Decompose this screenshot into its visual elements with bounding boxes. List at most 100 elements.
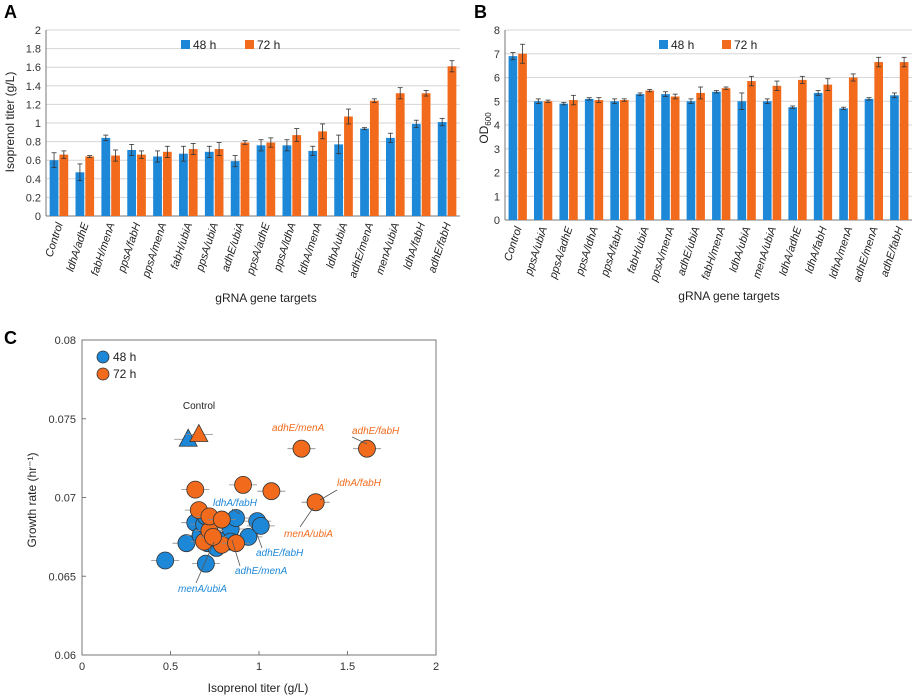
chart-a-bar-48h bbox=[386, 137, 395, 216]
chart-a-bar-72h bbox=[395, 93, 405, 216]
chart-b-bar-48h bbox=[584, 98, 594, 220]
legend-b-72h-label: 72 h bbox=[734, 38, 757, 52]
chart-a-ytick-label: 1.4 bbox=[26, 81, 41, 93]
chart-b-bar-72h bbox=[645, 90, 655, 220]
chart-b-bar-48h bbox=[890, 95, 899, 220]
chart-b-bar-72h bbox=[721, 88, 731, 220]
chart-b-bar-72h bbox=[899, 62, 909, 220]
chart-a-isoprenol-titer: 0 0.2 0.4 0.6 0.8 1 1.2 1.4 1.6 1.8 2 ControlldhA/a… bbox=[26, 25, 460, 280]
chart-c-xtick-label: 0 bbox=[79, 661, 85, 673]
chart-b-ylabel: OD600 bbox=[477, 112, 493, 144]
chart-c-xlabel: Isoprenol titer (g/L) bbox=[208, 681, 309, 695]
chart-c-ytick-label: 0.08 bbox=[55, 335, 76, 347]
chart-b-bar-72h bbox=[569, 100, 578, 220]
chart-a-bar-72h bbox=[59, 154, 69, 216]
chart-c-ytick-label: 0.07 bbox=[55, 493, 76, 505]
chart-b-ytick-label: 6 bbox=[494, 73, 500, 85]
chart-a-ytick-label: 0.8 bbox=[26, 137, 41, 149]
legend-b-72h-swatch bbox=[722, 40, 731, 49]
chart-a-bar-48h bbox=[127, 149, 137, 216]
legend-a-72h-label: 72 h bbox=[257, 38, 280, 52]
chart-c-ytick-label: 0.075 bbox=[48, 414, 76, 426]
chart-a-ytick-label: 1 bbox=[35, 118, 41, 130]
chart-a-bar-72h bbox=[188, 149, 198, 216]
chart-c-xtick-label: 2 bbox=[433, 661, 439, 673]
annotation-ldhA-fabH-48h: ldhA/fabH bbox=[213, 498, 258, 509]
chart-a-ytick-label: 0.4 bbox=[26, 174, 41, 186]
chart-a-category-label: ppsA/ldhA bbox=[271, 221, 298, 273]
chart-b-xlabel: gRNA gene targets bbox=[678, 289, 779, 303]
annotation-menA-ubiA-72h: menA/ubiA bbox=[284, 529, 333, 540]
chart-b-od600: 0 1 2 3 4 5 6 7 8 ControlppsA/ubiAppsA/adhEppsA/l… bbox=[494, 25, 912, 284]
chart-a-bar-48h bbox=[308, 150, 318, 216]
scatter-point-72h bbox=[227, 534, 245, 553]
legend-a-48h-swatch bbox=[181, 40, 190, 49]
legend-a-72h-swatch bbox=[245, 40, 254, 49]
chart-b-ytick-label: 1 bbox=[494, 191, 500, 203]
leader-line bbox=[351, 436, 368, 445]
chart-a-ytick-label: 0 bbox=[35, 211, 41, 223]
chart-b-bar-48h bbox=[839, 108, 848, 220]
chart-b-bar-48h bbox=[813, 92, 823, 220]
chart-a-bar-48h bbox=[49, 160, 59, 216]
chart-a-category-label: ldhA/menA bbox=[296, 221, 324, 276]
chart-a-bar-72h bbox=[137, 154, 146, 216]
chart-a-bar-72h bbox=[111, 155, 120, 216]
chart-b-category-label: ppsA/fabH bbox=[599, 225, 627, 279]
chart-b-category-label: fabH/ubiA bbox=[625, 225, 651, 275]
chart-a-bar-48h bbox=[153, 156, 162, 216]
chart-c-growth-vs-titer: 0.06 0.065 0.07 0.075 0.08 0 0.5 1 1.5 2 bbox=[48, 335, 439, 673]
scatter-point-72h bbox=[212, 510, 231, 529]
chart-b-ytick-label: 2 bbox=[494, 168, 500, 180]
chart-b-ytick-label: 7 bbox=[494, 49, 500, 61]
leader-line bbox=[256, 533, 263, 549]
chart-c-annotations: Control adhE/menA adhE/fabH ldhA/fabH me… bbox=[178, 401, 400, 595]
chart-b-ytick-label: 3 bbox=[494, 144, 500, 156]
chart-b-ylabel-main: OD bbox=[477, 125, 491, 143]
chart-a-bar-72h bbox=[240, 142, 250, 216]
chart-a-ytick-label: 1.2 bbox=[26, 99, 41, 111]
chart-a-category-label: adhE/fabH bbox=[426, 221, 453, 274]
chart-b-category-label: ldhA/fabH bbox=[803, 225, 829, 275]
leader-line bbox=[319, 489, 338, 501]
chart-b-bar-72h bbox=[747, 81, 756, 220]
chart-a-bar-72h bbox=[214, 149, 224, 216]
annotation-menA-ubiA-48h: menA/ubiA bbox=[178, 584, 227, 595]
chart-a-category-label: ppsA/ubiA bbox=[194, 221, 221, 273]
chart-a-bar-48h bbox=[230, 161, 240, 216]
chart-b-ytick-label: 4 bbox=[494, 120, 500, 132]
chart-b-bar-72h bbox=[848, 77, 858, 220]
chart-b-bar-72h bbox=[798, 79, 807, 220]
chart-b-category-label: menA/ubiA bbox=[751, 225, 779, 280]
chart-a-bar-72h bbox=[162, 151, 172, 216]
scatter-point-48h bbox=[251, 516, 270, 535]
chart-b-bar-72h bbox=[823, 84, 833, 220]
chart-b-ytick-label: 0 bbox=[494, 215, 500, 227]
chart-b-bar-48h bbox=[635, 94, 645, 220]
chart-a-bar-48h bbox=[334, 144, 344, 216]
chart-a-bar-48h bbox=[204, 151, 214, 216]
chart-a-xlabel: gRNA gene targets bbox=[215, 291, 316, 305]
legend-c-48h-label: 48 h bbox=[113, 350, 136, 364]
chart-c-frame bbox=[81, 339, 437, 656]
chart-c-xtick-label: 1.5 bbox=[340, 661, 355, 673]
leader-line bbox=[195, 541, 215, 584]
scatter-point-72h bbox=[204, 527, 222, 546]
legend-c-72h-marker bbox=[96, 367, 110, 381]
chart-b-ylabel-sub: 600 bbox=[484, 112, 493, 126]
chart-b-bar-72h bbox=[543, 101, 553, 220]
chart-a-bar-72h bbox=[369, 100, 379, 216]
legend-b-48h-swatch bbox=[659, 40, 668, 49]
chart-a-bar-72h bbox=[85, 156, 95, 216]
chart-b-category-label: ldhA/adhE bbox=[777, 225, 804, 278]
scatter-point-72h bbox=[262, 482, 281, 501]
chart-a-bar-72h bbox=[266, 142, 276, 216]
leader-line bbox=[299, 507, 314, 528]
chart-b-bar-48h bbox=[559, 103, 569, 220]
chart-a-bar-72h bbox=[292, 135, 302, 216]
chart-a-ytick-label: 1.8 bbox=[26, 44, 41, 56]
annotation-adhE-fabH-72h: adhE/fabH bbox=[352, 426, 400, 437]
legend-a: 48 h 72 h bbox=[181, 38, 280, 52]
chart-b-bar-48h bbox=[762, 101, 772, 220]
scatter-point-72h bbox=[306, 493, 325, 512]
